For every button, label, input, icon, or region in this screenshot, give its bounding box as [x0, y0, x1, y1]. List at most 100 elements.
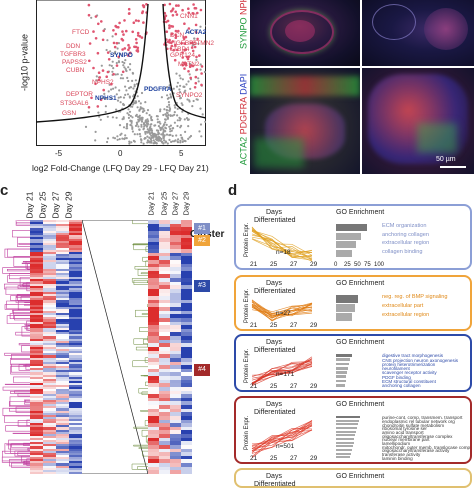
gene-label-gpr124: GPR124 — [170, 53, 195, 60]
volcano-point-sig — [88, 4, 91, 7]
volcano-point-sig — [128, 8, 131, 11]
dendrogram-branch — [141, 375, 148, 376]
volcano-point-sig — [195, 82, 198, 85]
volcano-point-ns — [184, 118, 186, 120]
volcano-point-ns — [124, 94, 126, 96]
volcano-point-ns — [140, 102, 142, 104]
volcano-point-ns — [170, 96, 172, 98]
volcano-point-sig — [127, 44, 130, 47]
volcano-point-ns — [140, 138, 142, 140]
dendrogram-branch — [22, 327, 30, 336]
volcano-point-sig — [170, 10, 173, 13]
volcano-point-ns — [186, 117, 188, 119]
volcano-point-sig — [89, 42, 92, 45]
volcano-point-ns — [151, 132, 153, 134]
cluster-badge-3: #3 — [194, 280, 210, 292]
go-bar — [336, 224, 367, 231]
heatmap-main — [30, 220, 82, 474]
go-header-enrichment: GO Enrichment — [336, 339, 384, 346]
gene-label-papss2: PAPSS2 — [62, 60, 87, 67]
volcano-point-ns — [147, 109, 149, 111]
volcano-x-tick-2: 0 — [118, 150, 122, 158]
gene-label-tgfbr3: TGFBR3 — [60, 52, 86, 59]
volcano-point-ns — [172, 115, 174, 117]
volcano-point-ns — [135, 79, 137, 81]
volcano-point-sig — [102, 30, 105, 33]
dendrogram-branch — [9, 409, 30, 412]
volcano-point-ns — [141, 118, 143, 120]
dendrogram-branch — [134, 280, 148, 285]
volcano-point-ns — [166, 106, 168, 108]
volcano-point-ns — [135, 100, 137, 102]
volcano-point-ns — [198, 80, 200, 82]
volcano-point-ns — [96, 75, 98, 77]
volcano-point-ns — [189, 73, 191, 75]
micrograph-bottom-left — [250, 68, 360, 174]
go-bar — [336, 438, 354, 440]
volcano-point-sig — [194, 7, 197, 10]
volcano-point-ns — [166, 109, 168, 111]
volcano-point-ns — [164, 113, 166, 115]
volcano-point-ns — [139, 108, 141, 110]
volcano-point-ns — [125, 89, 127, 91]
volcano-point-ns — [115, 73, 117, 75]
volcano-point-sig — [113, 42, 116, 45]
volcano-point-sig — [97, 23, 100, 26]
volcano-point-sig — [168, 27, 171, 30]
heatmap-panel: Day 21 Day 25 Day 27 Day 29 Day 21 Day 2… — [0, 190, 230, 474]
volcano-point-sig — [187, 7, 190, 10]
heatmap-zoom-col-day29: Day 29 — [183, 192, 191, 216]
dendrogram-branch — [13, 377, 30, 383]
volcano-point-ns — [166, 124, 168, 126]
volcano-point-ns — [120, 101, 122, 103]
go-bar — [336, 423, 358, 425]
volcano-point-ns — [177, 108, 179, 110]
go-x-tick: 25 — [270, 323, 277, 330]
volcano-point-ns — [180, 77, 182, 79]
volcano-point-ns — [85, 126, 87, 128]
volcano-point-ns — [142, 111, 144, 113]
go-term: anchoring collagen — [382, 233, 429, 239]
dendrogram-branch — [19, 343, 30, 345]
volcano-point-ns — [157, 133, 159, 135]
go-header-differentiated: Differentiated — [254, 409, 296, 416]
heatmap-cell — [170, 470, 181, 474]
volcano-point-sig — [131, 31, 134, 34]
volcano-point-ns — [126, 137, 128, 139]
volcano-point-ns — [119, 138, 121, 140]
volcano-point-ns — [168, 101, 170, 103]
volcano-point-ns — [105, 111, 107, 113]
volcano-point-ns — [117, 100, 119, 102]
go-x-tick: 27 — [290, 456, 297, 463]
volcano-x-tick-3: 5 — [179, 150, 183, 158]
volcano-point-ns — [116, 117, 118, 119]
volcano-point-ns — [120, 133, 122, 135]
volcano-point-sig — [198, 54, 201, 57]
volcano-point-ns — [147, 139, 149, 141]
volcano-point-ns — [129, 63, 131, 65]
volcano-point-sig — [189, 77, 192, 80]
volcano-point-sig — [174, 11, 177, 14]
volcano-point-sig — [135, 19, 138, 22]
volcano-point-ns — [154, 141, 156, 143]
volcano-point-ns — [118, 97, 120, 99]
volcano-point-ns — [174, 122, 176, 124]
volcano-point-ns — [133, 140, 135, 142]
volcano-point-sig — [170, 25, 173, 28]
volcano-point-ns — [123, 97, 125, 99]
go-n-count: n=18 — [276, 250, 291, 257]
go-bar — [336, 241, 356, 248]
volcano-point-ns — [154, 135, 156, 137]
dendrogram-branch — [139, 328, 148, 332]
stain-acta2: ACTA2 — [239, 137, 249, 165]
volcano-point-sig — [181, 9, 184, 12]
volcano-point-ns — [131, 122, 133, 124]
scale-bar — [440, 166, 466, 168]
go-header-days: Days — [266, 339, 282, 346]
go-profile-plot — [248, 417, 318, 459]
volcano-point-ns — [179, 85, 181, 87]
volcano-point-sig — [133, 21, 136, 24]
